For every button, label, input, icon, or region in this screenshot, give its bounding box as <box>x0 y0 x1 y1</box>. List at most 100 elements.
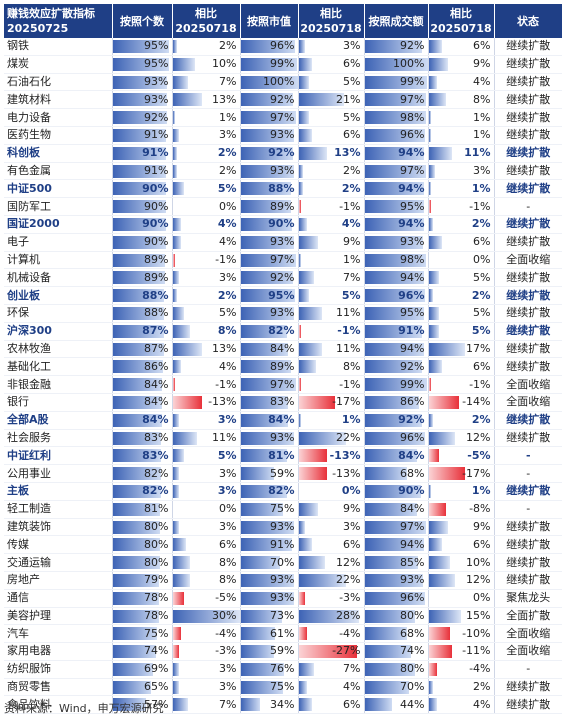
status-cell: 继续扩散 <box>493 268 562 288</box>
cell-value: 100% <box>393 57 425 71</box>
cell-count: 75% <box>111 624 172 644</box>
positive-change-bar <box>299 146 327 160</box>
positive-change-bar <box>429 556 451 570</box>
cell-turnover-change: 1% <box>427 108 494 127</box>
cell-count-change: 13% <box>171 340 240 359</box>
row-name: 公用事业 <box>4 464 112 483</box>
cell-turnover: 99% <box>363 375 428 394</box>
cell-value: 8% <box>219 555 237 569</box>
row-name: 商贸零售 <box>4 678 112 697</box>
status-cell: 继续扩散 <box>493 678 562 697</box>
cell-value: 3% <box>219 270 237 284</box>
cell-value: 6% <box>343 537 361 551</box>
cell-value: 1% <box>341 413 361 427</box>
level-bar <box>365 449 418 463</box>
positive-change-bar <box>173 342 202 356</box>
cell-value: 81% <box>268 448 295 462</box>
level-bar <box>113 573 160 587</box>
cell-value: 100% <box>263 74 295 88</box>
cell-value: 2% <box>343 163 361 177</box>
positive-change-bar <box>429 93 446 107</box>
positive-change-bar <box>299 360 316 374</box>
cell-turnover: 94% <box>363 340 428 359</box>
cell-mcap-change: 7% <box>297 268 364 288</box>
cell-turnover-change: 6% <box>427 38 494 56</box>
level-bar <box>241 449 287 463</box>
cell-turnover: 91% <box>363 322 428 341</box>
cell-count: 83% <box>111 446 172 466</box>
status-cell: 继续扩散 <box>493 304 562 323</box>
cell-turnover-change: 12% <box>427 571 494 590</box>
status-cell: 继续扩散 <box>493 108 562 127</box>
positive-change-bar <box>429 40 442 53</box>
cell-value: 93% <box>270 519 295 533</box>
cell-mcap-change: 5% <box>297 286 364 305</box>
cell-mcap-change: 3% <box>297 38 364 56</box>
cell-mcap: 70% <box>239 553 298 572</box>
table-row: 建筑装饰 80% 3% 93% 3% 97% 9% 继续扩散 <box>4 518 562 537</box>
level-bar <box>241 573 294 587</box>
cell-count-change: 5% <box>171 304 240 323</box>
cell-mcap: 75% <box>239 500 298 519</box>
cell-count: 90% <box>111 179 172 199</box>
negative-change-bar <box>429 502 446 516</box>
cell-count-change: -1% <box>171 251 240 270</box>
cell-count-change: 2% <box>171 286 240 305</box>
positive-change-bar <box>429 289 433 303</box>
cell-value: 34% <box>270 697 295 711</box>
cell-count-change: -5% <box>171 589 240 608</box>
cell-value: 65% <box>144 680 169 694</box>
cell-value: 1% <box>471 181 491 195</box>
cell-mcap-change: 1% <box>297 411 364 430</box>
row-name: 纺织服饰 <box>4 660 112 679</box>
cell-value: 70% <box>270 555 295 569</box>
row-name: 家用电器 <box>4 642 112 661</box>
cell-value: 92% <box>144 110 169 124</box>
cell-value: 10% <box>466 555 491 569</box>
cell-value: -13% <box>208 395 237 409</box>
row-name: 有色金属 <box>4 162 112 181</box>
level-bar <box>365 40 423 53</box>
negative-change-bar <box>299 449 327 463</box>
cell-value: 21% <box>336 92 361 106</box>
cell-value: 90% <box>268 217 295 231</box>
cell-mcap-change: 21% <box>297 90 364 110</box>
cell-value: 80% <box>144 555 169 569</box>
cell-turnover-change: 5% <box>427 322 494 341</box>
cell-count-change: 0% <box>171 500 240 519</box>
cell-value: 89% <box>144 252 169 266</box>
level-bar <box>113 111 167 125</box>
cell-value: 96% <box>400 128 425 142</box>
positive-change-bar <box>299 93 344 107</box>
table-row: 通信 78% -5% 93% -3% 96% 0% 聚焦龙头 <box>4 589 562 608</box>
cell-turnover: 97% <box>363 162 428 181</box>
cell-turnover: 80% <box>363 660 428 679</box>
level-bar <box>241 40 296 53</box>
cell-mcap-change: 4% <box>297 215 364 234</box>
cell-value: 4% <box>219 359 237 373</box>
cell-value: 6% <box>473 537 491 551</box>
cell-turnover: 94% <box>363 535 428 555</box>
table-header-row: 赚钱效应扩散指标 20250725 按照个数 相比 20250718 按照市值 相比… <box>4 4 563 38</box>
row-name: 轻工制造 <box>4 500 112 519</box>
level-bar <box>365 128 425 142</box>
cell-value: 87% <box>142 324 169 338</box>
negative-change-bar <box>429 449 440 463</box>
cell-value: 96% <box>400 430 425 444</box>
cell-value: 13% <box>212 341 237 355</box>
cell-mcap-change: 4% <box>297 678 364 697</box>
row-name: 食品饮料 <box>4 695 112 715</box>
cell-count: 81% <box>111 500 172 519</box>
row-name: 传媒 <box>4 535 112 555</box>
cell-value: 5% <box>473 270 491 284</box>
cell-mcap-change: -4% <box>297 624 364 644</box>
status-cell: 继续扩散 <box>493 126 562 145</box>
level-bar <box>241 200 292 214</box>
cell-value: -1% <box>215 377 237 391</box>
cell-turnover: 74% <box>363 642 428 661</box>
positive-change-bar <box>173 271 180 285</box>
cell-mcap-change: 5% <box>297 108 364 127</box>
status-cell: - <box>493 446 562 466</box>
cell-value: 12% <box>336 555 361 569</box>
cell-count: 90% <box>111 215 172 234</box>
